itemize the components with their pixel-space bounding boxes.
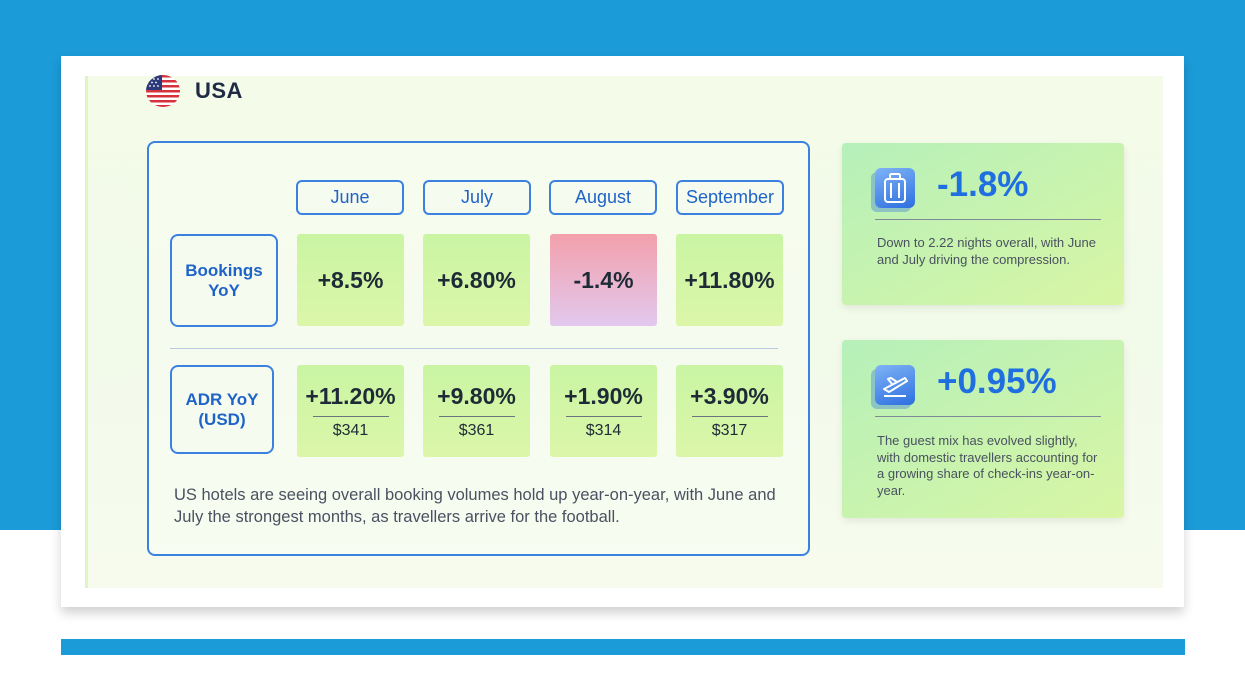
adr-usd: $341	[332, 421, 369, 439]
suitcase-icon	[875, 168, 915, 208]
adr-change: +9.80%	[437, 382, 516, 409]
bookings-cell-september: +11.80%	[676, 234, 783, 326]
adr-cell-july: +9.80% $361	[423, 365, 530, 457]
adr-cell-rule	[565, 415, 642, 417]
bottom-blue-bar	[61, 639, 1185, 655]
stat-card-nights: -1.8% Down to 2.22 nights overall, with …	[842, 143, 1124, 305]
stat-card-guest-mix: +0.95% The guest mix has evolved slightl…	[842, 340, 1124, 518]
bookings-label: Bookings YoY	[170, 234, 278, 327]
summary-text: US hotels are seeing overall booking vol…	[174, 486, 776, 526]
adr-label: ADR YoY (USD)	[170, 365, 274, 454]
country-header: USA	[146, 75, 243, 107]
month-september: September	[676, 180, 784, 215]
adr-cell-august: +1.90% $314	[550, 365, 657, 457]
plane-ticket-icon	[875, 365, 915, 405]
month-june: June	[296, 180, 404, 215]
slide-card: USA June July August September Bookings …	[61, 56, 1184, 607]
adr-cell-rule	[691, 415, 768, 417]
stat-value: -1.8%	[937, 165, 1029, 204]
bookings-cell-august: -1.4%	[550, 234, 657, 326]
stat-rule	[875, 219, 1101, 220]
adr-usd: $361	[458, 421, 495, 439]
adr-usd: $314	[585, 421, 622, 439]
adr-usd: $317	[711, 421, 748, 439]
bookings-cell-july: +6.80%	[423, 234, 530, 326]
row-divider	[170, 348, 778, 349]
stat-text: Down to 2.22 nights overall, with June a…	[877, 235, 1096, 267]
metrics-panel: June July August September Bookings YoY …	[147, 141, 810, 556]
adr-change: +1.90%	[564, 382, 643, 409]
adr-change: +3.90%	[690, 382, 769, 409]
content-canvas: USA June July August September Bookings …	[85, 75, 1163, 588]
stat-rule	[875, 416, 1101, 417]
stat-text: The guest mix has evolved slightly, with…	[877, 433, 1098, 498]
country-name: USA	[195, 78, 243, 103]
month-august: August	[549, 180, 657, 215]
adr-cell-rule	[438, 415, 515, 417]
us-flag-icon	[146, 75, 180, 107]
adr-cell-rule	[312, 415, 389, 417]
bookings-cell-june: +8.5%	[297, 234, 404, 326]
adr-cell-september: +3.90% $317	[676, 365, 783, 457]
stat-value: +0.95%	[937, 362, 1057, 401]
adr-cell-june: +11.20% $341	[297, 365, 404, 457]
adr-change: +11.20%	[305, 382, 396, 409]
month-july: July	[423, 180, 531, 215]
